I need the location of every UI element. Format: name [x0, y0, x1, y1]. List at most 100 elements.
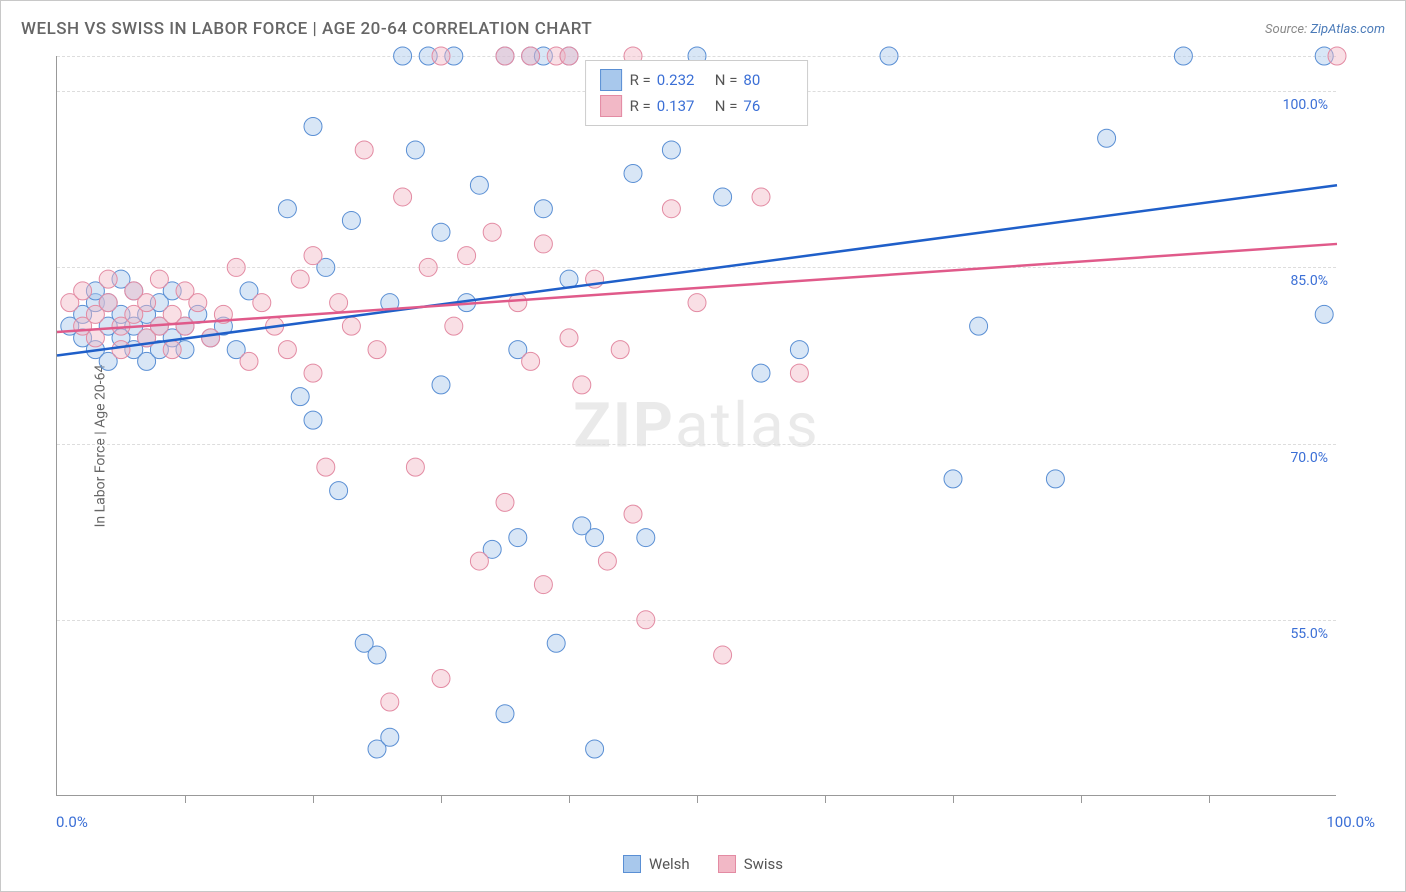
- data-point[interactable]: [509, 294, 527, 312]
- data-point[interactable]: [586, 740, 604, 758]
- data-point[interactable]: [624, 505, 642, 523]
- data-point[interactable]: [970, 317, 988, 335]
- data-point[interactable]: [1098, 129, 1116, 147]
- x-tick: [1081, 795, 1082, 803]
- data-point[interactable]: [342, 317, 360, 335]
- data-point[interactable]: [880, 47, 898, 65]
- data-point[interactable]: [714, 646, 732, 664]
- data-point[interactable]: [509, 529, 527, 547]
- data-point[interactable]: [368, 341, 386, 359]
- data-point[interactable]: [202, 329, 220, 347]
- legend-swatch: [718, 855, 736, 873]
- data-point[interactable]: [406, 458, 424, 476]
- trend-line: [57, 185, 1337, 355]
- data-point[interactable]: [522, 352, 540, 370]
- data-point[interactable]: [368, 646, 386, 664]
- data-point[interactable]: [944, 470, 962, 488]
- data-point[interactable]: [189, 294, 207, 312]
- data-point[interactable]: [534, 576, 552, 594]
- data-point[interactable]: [74, 282, 92, 300]
- data-point[interactable]: [752, 188, 770, 206]
- legend-series-item[interactable]: Swiss: [718, 855, 783, 873]
- data-point[interactable]: [150, 270, 168, 288]
- data-point[interactable]: [790, 341, 808, 359]
- data-point[interactable]: [790, 364, 808, 382]
- data-point[interactable]: [1046, 470, 1064, 488]
- data-point[interactable]: [547, 634, 565, 652]
- x-axis-max-label: 100.0%: [1326, 813, 1375, 831]
- data-point[interactable]: [688, 294, 706, 312]
- data-point[interactable]: [1328, 47, 1346, 65]
- data-point[interactable]: [470, 176, 488, 194]
- data-point[interactable]: [573, 376, 591, 394]
- data-point[interactable]: [317, 458, 335, 476]
- x-tick: [569, 795, 570, 803]
- data-point[interactable]: [355, 141, 373, 159]
- data-point[interactable]: [1315, 305, 1333, 323]
- data-point[interactable]: [432, 47, 450, 65]
- data-point[interactable]: [278, 341, 296, 359]
- data-point[interactable]: [86, 329, 104, 347]
- data-point[interactable]: [624, 164, 642, 182]
- x-tick: [185, 795, 186, 803]
- source-link[interactable]: ZipAtlas.com: [1310, 22, 1385, 37]
- data-point[interactable]: [381, 728, 399, 746]
- data-point[interactable]: [1174, 47, 1192, 65]
- legend-series-item[interactable]: Welsh: [623, 855, 690, 873]
- data-point[interactable]: [394, 47, 412, 65]
- data-point[interactable]: [278, 200, 296, 218]
- data-point[interactable]: [534, 200, 552, 218]
- data-point[interactable]: [432, 223, 450, 241]
- x-tick: [1209, 795, 1210, 803]
- data-point[interactable]: [586, 529, 604, 547]
- data-point[interactable]: [304, 364, 322, 382]
- data-point[interactable]: [330, 482, 348, 500]
- data-point[interactable]: [291, 270, 309, 288]
- data-point[interactable]: [458, 247, 476, 265]
- data-point[interactable]: [304, 117, 322, 135]
- data-point[interactable]: [394, 188, 412, 206]
- chart-title: WELSH VS SWISS IN LABOR FORCE | AGE 20-6…: [21, 19, 592, 39]
- data-point[interactable]: [432, 376, 450, 394]
- data-point[interactable]: [163, 341, 181, 359]
- data-point[interactable]: [522, 47, 540, 65]
- data-point[interactable]: [496, 493, 514, 511]
- data-point[interactable]: [432, 670, 450, 688]
- data-point[interactable]: [496, 705, 514, 723]
- data-point[interactable]: [112, 341, 130, 359]
- legend-n-key: N =: [715, 71, 738, 89]
- data-point[interactable]: [714, 188, 732, 206]
- data-point[interactable]: [304, 411, 322, 429]
- data-point[interactable]: [381, 693, 399, 711]
- data-point[interactable]: [496, 47, 514, 65]
- data-point[interactable]: [304, 247, 322, 265]
- legend-series-label: Welsh: [649, 855, 690, 873]
- data-point[interactable]: [560, 329, 578, 347]
- data-point[interactable]: [240, 352, 258, 370]
- data-point[interactable]: [342, 211, 360, 229]
- data-point[interactable]: [227, 258, 245, 276]
- data-point[interactable]: [138, 294, 156, 312]
- data-point[interactable]: [752, 364, 770, 382]
- x-tick: [953, 795, 954, 803]
- data-point[interactable]: [99, 294, 117, 312]
- data-point[interactable]: [560, 47, 578, 65]
- data-point[interactable]: [330, 294, 348, 312]
- data-point[interactable]: [637, 611, 655, 629]
- data-point[interactable]: [662, 200, 680, 218]
- data-point[interactable]: [611, 341, 629, 359]
- data-point[interactable]: [483, 223, 501, 241]
- data-point[interactable]: [662, 141, 680, 159]
- data-point[interactable]: [445, 317, 463, 335]
- data-point[interactable]: [176, 317, 194, 335]
- data-point[interactable]: [291, 388, 309, 406]
- data-point[interactable]: [534, 235, 552, 253]
- data-point[interactable]: [419, 258, 437, 276]
- data-point[interactable]: [253, 294, 271, 312]
- x-tick: [441, 795, 442, 803]
- data-point[interactable]: [470, 552, 488, 570]
- data-point[interactable]: [598, 552, 616, 570]
- data-point[interactable]: [99, 270, 117, 288]
- data-point[interactable]: [637, 529, 655, 547]
- data-point[interactable]: [406, 141, 424, 159]
